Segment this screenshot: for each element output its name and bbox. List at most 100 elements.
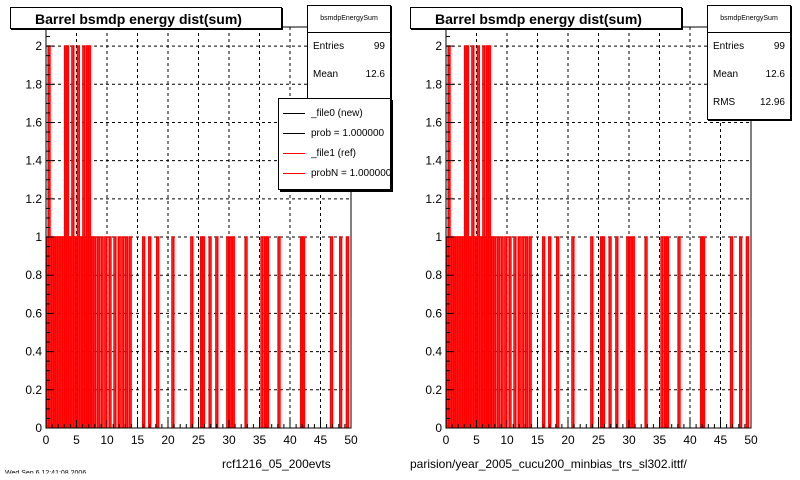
histogram-bar xyxy=(493,236,497,428)
timestamp-clipped: Wed Sep 6 12:41:08 2006 xyxy=(5,470,87,477)
legend-label: probN = 1.000000 xyxy=(311,167,391,179)
histogram-bar xyxy=(96,236,101,428)
histogram-bar xyxy=(496,236,501,428)
x-tick-label: 45 xyxy=(314,433,328,447)
stats-box-left: bsmdpEnergySum Entries 99 Mean 12.6 xyxy=(307,5,391,100)
histogram-bar xyxy=(738,236,743,428)
x-tick-label: 0 xyxy=(43,433,50,447)
x-tick-label: 20 xyxy=(561,433,575,447)
histogram-bar xyxy=(345,236,349,428)
histogram-bar xyxy=(124,236,129,428)
y-tick-label: 2 xyxy=(435,39,442,53)
histogram-bar xyxy=(660,236,664,428)
histogram-bar xyxy=(93,236,97,428)
x-tick-label: 30 xyxy=(622,433,636,447)
y-tick-label: 0.8 xyxy=(25,268,42,282)
histogram-bar xyxy=(265,236,270,428)
histogram-bar xyxy=(90,236,95,428)
histogram-bar xyxy=(301,236,306,428)
histogram-bar xyxy=(508,236,512,428)
histogram-bar xyxy=(141,236,146,428)
stats-value: 12.6 xyxy=(765,69,785,80)
legend-entry: _file1 (ref) xyxy=(279,143,390,163)
x-tick-label: 25 xyxy=(592,433,606,447)
x-tick-label: 10 xyxy=(500,433,514,447)
legend-swatch xyxy=(283,132,305,134)
histogram-bar xyxy=(171,236,175,428)
histogram-bar xyxy=(631,236,635,428)
x-tick-label: 50 xyxy=(744,433,758,447)
legend-label: _file1 (ref) xyxy=(311,147,357,159)
x-tick-label: 20 xyxy=(161,433,175,447)
histogram-bar xyxy=(226,236,230,428)
histogram-bar xyxy=(644,236,648,428)
stats-label: Mean xyxy=(313,69,339,80)
histogram-bar xyxy=(155,236,160,428)
histogram-bar xyxy=(513,236,517,428)
histogram-bar xyxy=(571,236,575,428)
histogram-bar xyxy=(528,236,532,428)
histogram-bar xyxy=(626,236,630,428)
stats-label: RMS xyxy=(713,97,736,108)
histogram-bar xyxy=(108,236,112,428)
y-tick-label: 1.4 xyxy=(25,154,42,168)
stats-name: bsmdpEnergySum xyxy=(308,6,390,33)
histogram-bar xyxy=(490,236,495,428)
histogram-bar xyxy=(729,236,734,428)
histogram-bar xyxy=(113,236,117,428)
histogram-bar xyxy=(338,236,343,428)
y-tick-label: 1.8 xyxy=(425,77,442,91)
histogram-bar xyxy=(104,236,108,428)
histogram-bar xyxy=(745,236,749,428)
stats-label: Mean xyxy=(713,69,739,80)
y-tick-label: 0 xyxy=(435,421,442,435)
x-tick-label: 50 xyxy=(344,433,358,447)
histogram-title-right: Barrel bsmdp energy dist(sum) xyxy=(410,7,682,29)
y-tick-label: 0.6 xyxy=(425,306,442,320)
histogram-bar xyxy=(521,236,525,428)
histogram-bar xyxy=(524,236,529,428)
y-tick-label: 0.6 xyxy=(25,306,42,320)
histogram-bar xyxy=(260,236,264,428)
x-tick-label: 45 xyxy=(714,433,728,447)
histogram-bar xyxy=(615,236,619,428)
histogram-bar xyxy=(100,236,104,428)
stats-row-rms: RMS 12.96 xyxy=(708,89,790,117)
histogram-bar xyxy=(487,45,491,428)
y-tick-label: 1 xyxy=(435,230,442,244)
x-tick-label: 35 xyxy=(253,433,267,447)
footer-filename-left: rcf1216_05_200evts xyxy=(222,457,331,471)
histogram-bar xyxy=(548,236,552,428)
footer-filename-right: parision/year_2005_cucu200_minbias_trs_s… xyxy=(410,457,687,471)
histogram-bar xyxy=(517,236,521,428)
stats-label: Entries xyxy=(713,41,745,52)
histogram-bar xyxy=(201,236,206,428)
stats-value: 12.96 xyxy=(759,97,785,108)
y-tick-label: 1.4 xyxy=(425,154,442,168)
x-tick-label: 0 xyxy=(443,433,450,447)
x-tick-label: 40 xyxy=(683,433,697,447)
histogram-bar xyxy=(215,236,219,428)
histogram-bar xyxy=(148,236,152,428)
x-tick-label: 30 xyxy=(222,433,236,447)
histogram-bar xyxy=(608,236,612,428)
stats-value: 99 xyxy=(773,41,785,52)
y-tick-label: 0 xyxy=(35,421,42,435)
histogram-bar xyxy=(231,236,235,428)
legend-entry: prob = 1.000000 xyxy=(279,123,390,143)
y-tick-label: 1.6 xyxy=(25,115,42,129)
histogram-bar xyxy=(244,236,248,428)
histogram-bar xyxy=(121,236,125,428)
histogram-bar xyxy=(677,236,681,428)
histogram-bar xyxy=(555,236,560,428)
stats-value: 99 xyxy=(373,41,385,52)
y-tick-label: 0.2 xyxy=(425,383,442,397)
x-tick-label: 15 xyxy=(131,433,145,447)
stats-value: 12.6 xyxy=(365,69,385,80)
stats-row-entries: Entries 99 xyxy=(308,33,390,61)
stats-row-mean: Mean 12.6 xyxy=(308,61,390,89)
histogram-bar xyxy=(504,236,508,428)
histogram-bar xyxy=(117,236,121,428)
histogram-bar xyxy=(128,236,132,428)
